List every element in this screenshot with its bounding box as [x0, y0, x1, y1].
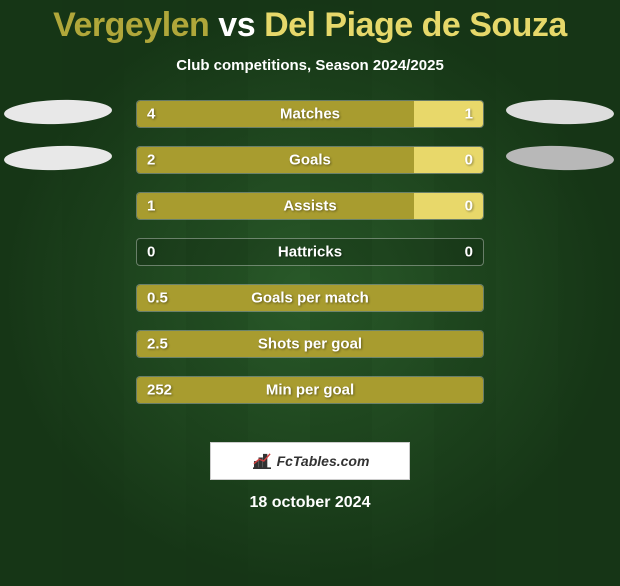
brand-badge[interactable]: FcTables.com	[210, 442, 410, 480]
metric-label: Goals	[137, 152, 483, 169]
stat-rows: 4Matches12Goals01Assists00Hattricks00.5G…	[136, 100, 484, 404]
stat-row: 0.5Goals per match	[136, 284, 484, 312]
metric-label: Min per goal	[137, 382, 483, 399]
stat-row: 0Hattricks0	[136, 238, 484, 266]
title-vs: vs	[218, 6, 255, 44]
chart-area: 4Matches12Goals01Assists00Hattricks00.5G…	[0, 100, 620, 420]
metric-label: Assists	[137, 198, 483, 215]
player-photo-placeholder	[4, 98, 113, 126]
player-photo-placeholder	[506, 98, 615, 126]
metric-label: Goals per match	[137, 290, 483, 307]
player1-photo-stack	[4, 100, 114, 170]
stat-row: 1Assists0	[136, 192, 484, 220]
page-title: Vergeylen vs Del Piage de Souza	[0, 6, 620, 45]
stat-row: 2.5Shots per goal	[136, 330, 484, 358]
metric-label: Shots per goal	[137, 336, 483, 353]
title-player1: Vergeylen	[53, 6, 209, 44]
player-photo-placeholder	[506, 144, 615, 172]
stat-row: 4Matches1	[136, 100, 484, 128]
subtitle: Club competitions, Season 2024/2025	[0, 57, 620, 74]
stat-row: 252Min per goal	[136, 376, 484, 404]
value-right: 1	[465, 106, 473, 123]
date-label: 18 october 2024	[0, 494, 620, 512]
brand-chart-icon	[251, 452, 273, 470]
brand-text: FcTables.com	[277, 453, 370, 469]
value-right: 0	[465, 152, 473, 169]
value-right: 0	[465, 198, 473, 215]
value-right: 0	[465, 244, 473, 261]
metric-label: Hattricks	[137, 244, 483, 261]
player2-photo-stack	[506, 100, 616, 170]
metric-label: Matches	[137, 106, 483, 123]
stat-row: 2Goals0	[136, 146, 484, 174]
title-player2: Del Piage de Souza	[264, 6, 567, 44]
player-photo-placeholder	[4, 144, 113, 172]
